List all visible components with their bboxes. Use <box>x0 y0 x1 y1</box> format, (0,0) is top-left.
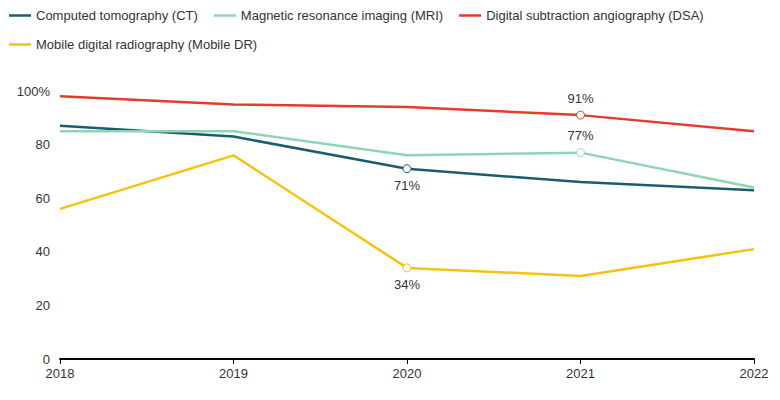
svg-text:80: 80 <box>36 137 50 152</box>
svg-text:2021: 2021 <box>566 366 595 381</box>
svg-text:2020: 2020 <box>393 366 422 381</box>
svg-text:Magnetic resonance imaging (MR: Magnetic resonance imaging (MRI) <box>241 8 443 23</box>
svg-text:2022: 2022 <box>740 366 769 381</box>
svg-text:Digital subtraction angiograph: Digital subtraction angiography (DSA) <box>486 8 704 23</box>
svg-text:71%: 71% <box>394 178 420 193</box>
svg-text:2018: 2018 <box>46 366 75 381</box>
svg-text:60: 60 <box>36 191 50 206</box>
svg-text:20: 20 <box>36 298 50 313</box>
svg-text:0: 0 <box>43 352 50 367</box>
svg-text:40: 40 <box>36 244 50 259</box>
svg-text:Computed tomography (CT): Computed tomography (CT) <box>36 8 198 23</box>
svg-text:100%: 100% <box>17 84 51 99</box>
svg-text:34%: 34% <box>394 277 420 292</box>
svg-text:2019: 2019 <box>219 366 248 381</box>
svg-text:77%: 77% <box>567 128 593 143</box>
svg-text:Mobile digital radiography (Mo: Mobile digital radiography (Mobile DR) <box>36 37 257 52</box>
svg-text:91%: 91% <box>567 91 593 106</box>
